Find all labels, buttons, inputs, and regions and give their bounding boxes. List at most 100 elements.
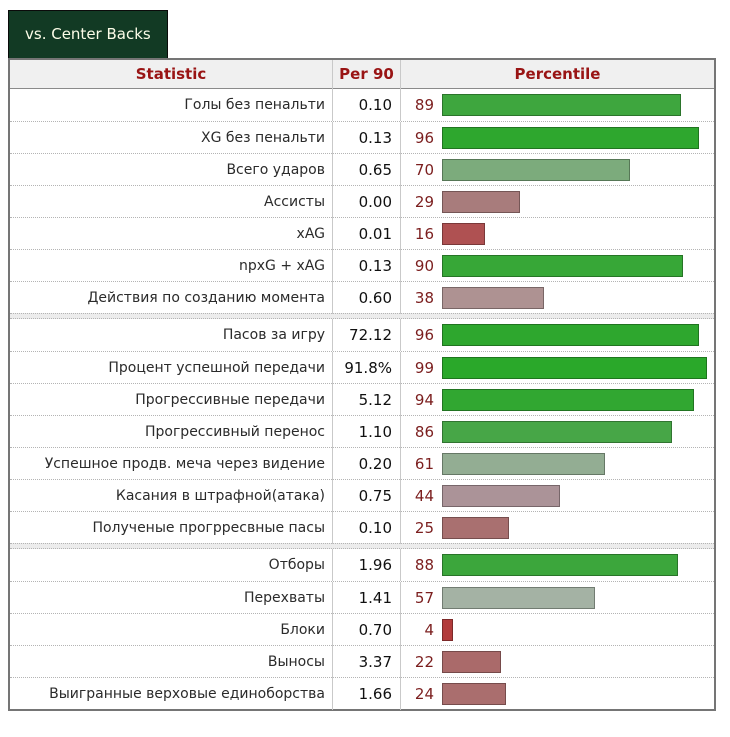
percentile-bar-area xyxy=(442,287,710,309)
table-row: Успешное продв. меча через видение 0.20 … xyxy=(10,447,714,480)
per90-value: 91.8% xyxy=(332,352,400,384)
percentile-cell: 57 xyxy=(400,582,714,614)
per90-value: 0.75 xyxy=(332,480,400,512)
table-row: XG без пенальти 0.13 96 xyxy=(10,121,714,154)
percentile-bar xyxy=(442,191,520,213)
table-row: Выигранные верховые единоборства 1.66 24 xyxy=(10,677,714,710)
percentile-cell: 90 xyxy=(400,250,714,282)
table-row: npxG + xAG 0.13 90 xyxy=(10,249,714,282)
per90-value: 1.41 xyxy=(332,582,400,614)
table-row: Всего ударов 0.65 70 xyxy=(10,153,714,186)
percentile-cell: 16 xyxy=(400,218,714,250)
percentile-bar-area xyxy=(442,255,710,277)
per90-value: 72.12 xyxy=(332,319,400,351)
stat-label: npxG + xAG xyxy=(239,258,325,274)
percentile-value: 88 xyxy=(414,556,434,574)
percentile-value: 57 xyxy=(414,589,434,607)
percentile-cell: 96 xyxy=(400,319,714,351)
table-header-row: Statistic Per 90 Percentile xyxy=(10,60,714,89)
stat-label: Полученые прогрресвные пасы xyxy=(92,520,325,536)
percentile-value: 99 xyxy=(414,359,434,377)
stat-label: Голы без пенальти xyxy=(184,97,325,113)
percentile-value: 25 xyxy=(414,519,434,537)
percentile-cell: 22 xyxy=(400,646,714,678)
stat-label: Прогрессивный перенос xyxy=(144,424,325,440)
percentile-cell: 86 xyxy=(400,416,714,448)
percentile-bar-area xyxy=(442,517,710,539)
percentile-value: 16 xyxy=(414,225,434,243)
table-row: xAG 0.01 16 xyxy=(10,217,714,250)
percentile-cell: 44 xyxy=(400,480,714,512)
percentile-bar xyxy=(442,453,606,475)
percentile-bar xyxy=(442,554,678,576)
percentile-cell: 70 xyxy=(400,154,714,186)
percentile-value: 96 xyxy=(414,129,434,147)
percentile-bar xyxy=(442,127,700,149)
percentile-value: 89 xyxy=(414,96,434,114)
table-row: Выносы 3.37 22 xyxy=(10,645,714,678)
column-header-statistic: Statistic xyxy=(135,65,207,83)
table-row: Отборы 1.96 88 xyxy=(10,549,714,581)
percentile-bar-area xyxy=(442,223,710,245)
per90-value: 0.13 xyxy=(332,122,400,154)
table-row: Касания в штрафной(атака) 0.75 44 xyxy=(10,479,714,512)
per90-value: 1.96 xyxy=(332,549,400,581)
percentile-cell: 96 xyxy=(400,122,714,154)
percentile-value: 61 xyxy=(414,455,434,473)
percentile-bar-area xyxy=(442,683,710,705)
percentile-bar xyxy=(442,421,673,443)
percentile-cell: 25 xyxy=(400,512,714,544)
percentile-value: 70 xyxy=(414,161,434,179)
percentile-bar xyxy=(442,619,453,641)
percentile-cell: 24 xyxy=(400,678,714,710)
percentile-bar-area xyxy=(442,453,710,475)
table-row: Процент успешной передачи 91.8% 99 xyxy=(10,351,714,384)
table-row: Полученые прогрресвные пасы 0.10 25 xyxy=(10,511,714,544)
stat-label: Действия по созданию момента xyxy=(87,290,325,306)
percentile-value: 22 xyxy=(414,653,434,671)
stat-label: Ассисты xyxy=(264,194,325,210)
percentile-bar-area xyxy=(442,389,710,411)
percentile-bar xyxy=(442,389,694,411)
per90-value: 0.60 xyxy=(332,282,400,314)
stat-label: xAG xyxy=(296,226,325,242)
percentile-bar-area xyxy=(442,554,710,576)
stat-label: Перехваты xyxy=(244,590,325,606)
stat-label: Блоки xyxy=(280,622,325,638)
stat-label: Процент успешной передачи xyxy=(108,360,325,376)
percentile-bar xyxy=(442,485,560,507)
percentile-value: 38 xyxy=(414,289,434,307)
percentile-cell: 4 xyxy=(400,614,714,646)
percentile-bar-area xyxy=(442,651,710,673)
per90-value: 0.65 xyxy=(332,154,400,186)
stat-label: Пасов за игру xyxy=(222,327,325,343)
percentile-bar xyxy=(442,587,595,609)
percentile-bar-area xyxy=(442,357,710,379)
percentile-bar-area xyxy=(442,127,710,149)
percentile-bar-area xyxy=(442,421,710,443)
per90-value: 0.13 xyxy=(332,250,400,282)
stat-label: Прогрессивные передачи xyxy=(135,392,325,408)
percentile-cell: 94 xyxy=(400,384,714,416)
per90-value: 5.12 xyxy=(332,384,400,416)
percentile-value: 24 xyxy=(414,685,434,703)
percentile-bar xyxy=(442,324,700,346)
stat-label: Выигранные верховые единоборства xyxy=(49,686,325,702)
stat-label: Выносы xyxy=(267,654,325,670)
table-row: Действия по созданию момента 0.60 38 xyxy=(10,281,714,314)
percentile-bar-area xyxy=(442,159,710,181)
percentile-bar-area xyxy=(442,191,710,213)
table-row: Голы без пенальти 0.10 89 xyxy=(10,89,714,121)
table-row: Прогрессивные передачи 5.12 94 xyxy=(10,383,714,416)
stat-label: XG без пенальти xyxy=(201,130,325,146)
table-row: Пасов за игру 72.12 96 xyxy=(10,319,714,351)
tab-vs-center-backs[interactable]: vs. Center Backs xyxy=(8,10,168,58)
percentile-bar xyxy=(442,223,485,245)
table-row: Блоки 0.70 4 xyxy=(10,613,714,646)
percentile-bar xyxy=(442,94,681,116)
percentile-bar xyxy=(442,357,708,379)
percentile-value: 90 xyxy=(414,257,434,275)
per90-value: 0.10 xyxy=(332,89,400,121)
group-separator xyxy=(10,543,714,549)
